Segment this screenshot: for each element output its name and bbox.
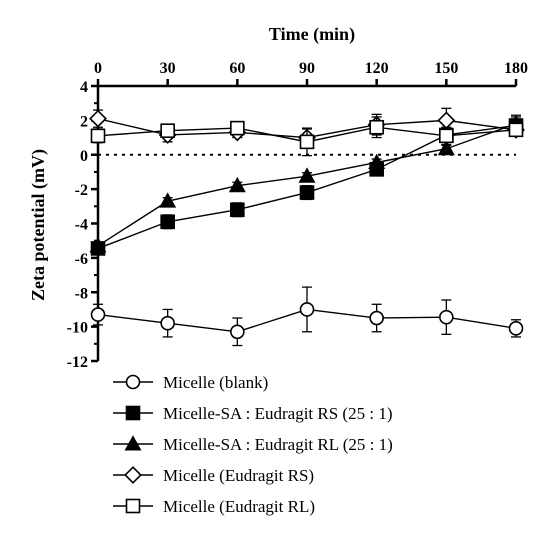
legend-label: Micelle (blank) [163,373,268,392]
y-tick-label: 4 [80,79,88,96]
data-point [299,134,315,150]
series-1 [90,286,524,347]
y-tick-label: 2 [80,113,88,130]
legend-label: Micelle (Eudragit RL) [163,497,315,516]
data-point [437,111,456,130]
data-point [369,119,384,135]
data-point [508,321,524,336]
data-point [230,324,245,340]
legend-entry-2: Micelle-SA : Eudragit RS (25 : 1) [113,404,392,423]
data-point [160,214,175,230]
legend-marker [125,374,141,390]
data-point [299,185,315,200]
legend-entry-1: Micelle (blank) [113,373,268,392]
data-point [230,202,245,218]
data-point [90,307,106,322]
x-tick-label: 60 [229,60,245,77]
data-point [439,128,454,144]
x-tick-label: 150 [434,60,458,77]
y-tick-label: -4 [75,217,88,234]
legend-label: Micelle-SA : Eudragit RL (25 : 1) [163,435,393,454]
data-point [508,122,524,138]
x-tick-label: 30 [160,60,176,77]
y-tick-label: -10 [67,320,88,337]
x-tick-label: 0 [94,60,102,77]
legend-marker [124,435,142,451]
legend-label: Micelle-SA : Eudragit RS (25 : 1) [163,404,392,423]
data-point [439,309,454,325]
legend: Micelle (blank) Micelle-SA : Eudragit RS … [113,373,393,516]
y-tick-label: -2 [75,182,88,199]
data-point [368,153,386,170]
data-point [89,109,107,128]
x-tick-label: 90 [299,60,315,77]
data-point [369,310,384,326]
series-5 [90,116,524,157]
x-axis-title: Time (min) [269,24,355,45]
series-3 [89,115,525,253]
data-point [228,176,246,193]
y-tick-label: -6 [75,251,88,268]
y-axis-title: Zeta potential (mV) [28,149,49,301]
legend-marker [124,466,142,484]
y-tick-label: 0 [80,148,88,165]
data-point [159,192,177,208]
data-point [299,302,315,317]
data-point [89,237,107,253]
data-point [90,128,106,144]
y-tick-label: -8 [75,285,88,302]
x-tick-label: 180 [504,60,528,77]
legend-marker [125,498,141,514]
legend-label: Micelle (Eudragit RS) [163,466,314,485]
y-tick-label: -12 [67,354,88,371]
legend-entry-3: Micelle-SA : Eudragit RL (25 : 1) [113,435,393,454]
data-point [160,315,175,331]
data-point [230,120,245,136]
data-point [298,167,316,183]
legend-marker [125,405,141,421]
plot-area: 0 30 60 90 120 150 180 4 2 0 -2 -4 -6 -8 -10 -12 [67,60,528,371]
data-point [437,139,455,156]
legend-entry-5: Micelle (Eudragit RL) [113,497,315,516]
data-point [160,123,175,138]
legend-entry-4: Micelle (Eudragit RS) [113,466,314,485]
x-tick-label: 120 [365,60,389,77]
